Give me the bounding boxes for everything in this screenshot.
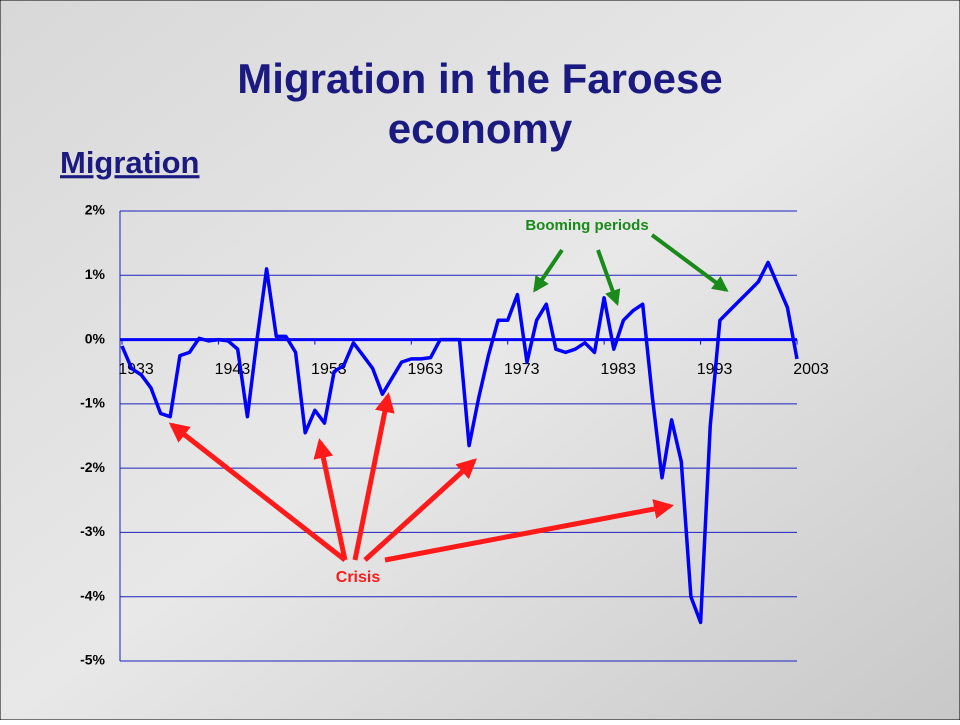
x-tick-label: 1963 (407, 361, 443, 378)
y-tick-label: -4% (80, 587, 105, 603)
x-tick-label: 1983 (600, 361, 636, 378)
slide: Migration in the Faroeseeconomy Migratio… (0, 0, 960, 720)
page: Migration in the Faroeseeconomy Migratio… (0, 0, 960, 720)
x-tick-label: 1943 (215, 361, 251, 378)
subtitle: Migration (60, 145, 200, 180)
annotation: Crisis (336, 569, 381, 586)
y-tick-label: 1% (85, 266, 106, 282)
annotation: Booming periods (525, 217, 648, 234)
x-tick-label: 2003 (793, 361, 829, 378)
x-tick-label: 1973 (504, 361, 540, 378)
y-tick-label: -2% (80, 459, 105, 475)
y-tick-label: -5% (80, 652, 105, 668)
y-tick-label: -1% (80, 395, 105, 411)
y-tick-label: -3% (80, 523, 105, 539)
x-tick-label: 1953 (311, 361, 347, 378)
y-tick-label: 2% (85, 202, 106, 218)
y-tick-label: 0% (85, 330, 106, 346)
x-tick-label: 1933 (118, 361, 154, 378)
